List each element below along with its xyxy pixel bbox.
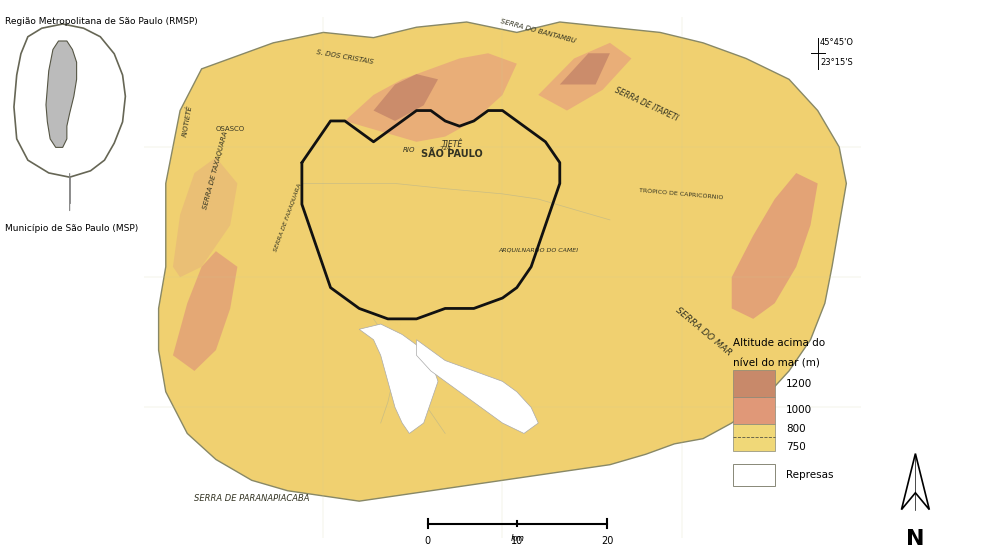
Text: OSASCO: OSASCO — [216, 127, 245, 132]
Bar — [733, 424, 774, 451]
Text: 45°45'O: 45°45'O — [819, 38, 853, 46]
Polygon shape — [416, 340, 538, 433]
Polygon shape — [560, 53, 609, 85]
Bar — [733, 370, 774, 397]
Text: 20: 20 — [600, 536, 612, 546]
Polygon shape — [345, 53, 516, 142]
Text: SERRA DE TAXAQUARA: SERRA DE TAXAQUARA — [203, 131, 229, 211]
Text: 750: 750 — [785, 442, 805, 452]
Polygon shape — [14, 24, 125, 177]
Text: 23°15'S: 23°15'S — [820, 58, 853, 67]
Text: Município de São Paulo (MSP): Município de São Paulo (MSP) — [5, 224, 138, 233]
Polygon shape — [359, 324, 437, 433]
Text: N: N — [906, 529, 923, 549]
Text: 800: 800 — [785, 424, 805, 434]
Text: nível do mar (m): nível do mar (m) — [733, 358, 819, 368]
Bar — [733, 464, 774, 486]
Text: RIO: RIO — [403, 147, 415, 153]
Text: SERRA DO MAR: SERRA DO MAR — [673, 305, 732, 357]
Polygon shape — [731, 173, 817, 319]
Text: S. DOS CRISTAIS: S. DOS CRISTAIS — [315, 49, 374, 64]
Text: Região Metropolitana de São Paulo (RMSP): Região Metropolitana de São Paulo (RMSP) — [5, 17, 198, 26]
Text: TRÓPICO DE CAPRICÓRNIO: TRÓPICO DE CAPRICÓRNIO — [639, 188, 723, 200]
Text: 1200: 1200 — [785, 379, 812, 389]
Text: 0: 0 — [424, 536, 430, 546]
Text: km: km — [510, 534, 524, 543]
Polygon shape — [373, 74, 437, 121]
Polygon shape — [173, 251, 238, 371]
Text: SÃO PAULO: SÃO PAULO — [421, 150, 483, 160]
Text: Altitude acima do: Altitude acima do — [733, 338, 825, 348]
Text: 724: 724 — [438, 146, 450, 151]
Bar — [733, 397, 774, 424]
Text: RIOTIETÊ: RIOTIETÊ — [181, 105, 193, 138]
Polygon shape — [46, 41, 77, 147]
Text: SERRA DO BANTAMBU: SERRA DO BANTAMBU — [499, 18, 577, 44]
Text: 1000: 1000 — [785, 405, 811, 416]
Text: ARQUILNARDO DO CAMEI: ARQUILNARDO DO CAMEI — [498, 247, 578, 252]
Polygon shape — [158, 22, 846, 501]
Text: SERRA DE ITAPETI: SERRA DE ITAPETI — [612, 86, 678, 123]
Text: 10: 10 — [511, 536, 523, 546]
Text: TIETÊ: TIETÊ — [441, 140, 462, 149]
Text: SERRA DE PARANAPIACABA: SERRA DE PARANAPIACABA — [194, 494, 309, 503]
Text: Represas: Represas — [785, 470, 833, 480]
Polygon shape — [901, 454, 928, 510]
Polygon shape — [173, 157, 238, 277]
Text: SERRA DE FAXAQUARA: SERRA DE FAXAQUARA — [272, 183, 302, 252]
Polygon shape — [538, 43, 631, 110]
